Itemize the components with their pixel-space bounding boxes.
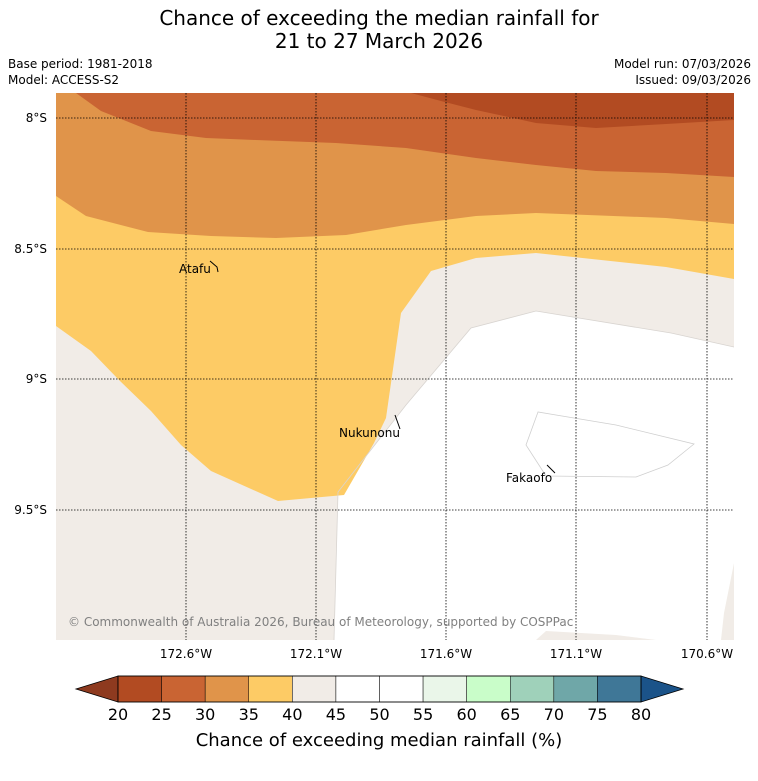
colorbar-tick-80: 80: [630, 705, 652, 724]
colorbar-tick-65: 65: [500, 705, 521, 724]
colorbar-tick-50: 50: [369, 705, 390, 724]
lon-label-172-1w: 172.1°W: [289, 647, 343, 661]
fakaofo-island: [546, 464, 556, 474]
model-run: Model run: 07/03/2026: [613, 57, 751, 71]
colorbar-tick-75: 75: [587, 705, 608, 724]
colorbar-segment-45-50: [335, 675, 380, 703]
rainfall-map: Atafu Nukunonu Fakaofo © Commonwealth of…: [56, 93, 734, 640]
place-label-atafu: Atafu: [179, 262, 211, 276]
colorbar-over-triangle: [640, 675, 685, 703]
colorbar-segment-40-45: [292, 675, 337, 703]
colorbar-segment-60-65: [466, 675, 511, 703]
colorbar-frame: [117, 675, 642, 703]
region-40-45-south: [536, 631, 656, 640]
base-period: Base period: 1981-2018: [8, 57, 153, 71]
colorbar-tick-20: 20: [107, 705, 129, 724]
copyright-text: © Commonwealth of Australia 2026, Bureau…: [68, 615, 573, 629]
model-name: Model: ACCESS-S2: [8, 73, 120, 87]
lat-label-9s: 9°S: [25, 372, 47, 386]
colorbar-under-triangle: [74, 675, 119, 703]
region-20-25: [411, 93, 734, 128]
colorbar-tick-25: 25: [151, 705, 172, 724]
region-40-45-east: [721, 563, 734, 640]
colorbar-segment-30-35: [204, 675, 250, 703]
nukunonu-island: [394, 414, 401, 430]
lat-label-8-5s: 8.5°S: [14, 242, 47, 256]
colorbar-tick-70: 70: [543, 705, 565, 724]
white-patch-outline: [333, 310, 734, 640]
issued-date: Issued: 09/03/2026: [635, 73, 751, 87]
colorbar-segment-55-60: [422, 675, 467, 703]
place-label-fakaofo: Fakaofo: [506, 471, 552, 485]
colorbar-label: Chance of exceeding median rainfall (%): [195, 730, 563, 751]
lon-label-170-6w: 170.6°W: [680, 647, 734, 661]
chart-title-line1: Chance of exceeding the median rainfall …: [159, 6, 599, 30]
colorbar-tick-55: 55: [412, 705, 434, 724]
colorbar-segment-75-80: [597, 675, 642, 703]
colorbar: [74, 675, 685, 703]
colorbar-segment-35-40: [248, 675, 293, 703]
colorbar-tick-45: 45: [325, 705, 347, 724]
colorbar-tick-35: 35: [238, 705, 259, 724]
colorbar-tick-40: 40: [282, 705, 303, 724]
lat-label-8s: 8°S: [25, 111, 47, 125]
lat-label-9-5s: 9.5°S: [14, 503, 47, 517]
colorbar-segment-65-70: [510, 675, 555, 703]
colorbar-tick-30: 30: [194, 705, 216, 724]
lon-label-171-1w: 171.1°W: [549, 647, 603, 661]
colorbar-tick-60: 60: [456, 705, 477, 724]
graticule: [56, 93, 734, 640]
lon-label-172-6w: 172.6°W: [159, 647, 213, 661]
chart-title-line2: 21 to 27 March 2026: [274, 29, 484, 53]
place-label-nukunonu: Nukunonu: [339, 426, 400, 440]
colorbar-segment-70-75: [553, 675, 598, 703]
atafu-island: [209, 260, 219, 273]
colorbar-segment-20-25: [117, 675, 162, 703]
lon-label-171-6w: 171.6°W: [419, 647, 473, 661]
colorbar-segment-25-30: [161, 675, 206, 703]
colorbar-segment-50-55: [379, 675, 424, 703]
